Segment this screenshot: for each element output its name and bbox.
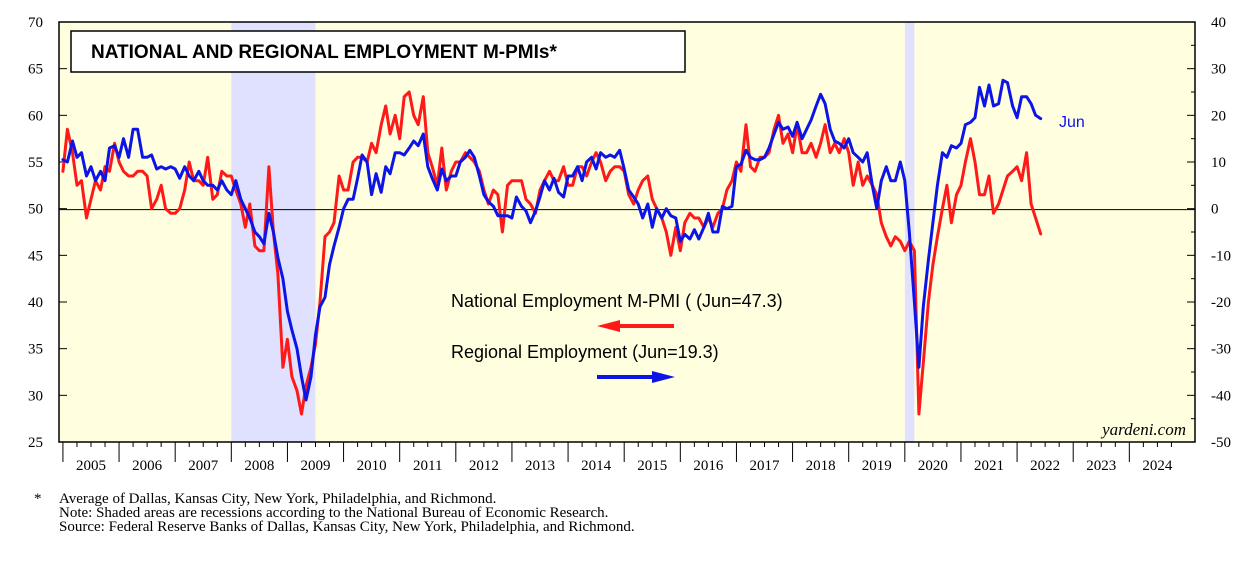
x-tick-label: 2008 (244, 458, 274, 474)
series-lines (61, 78, 1043, 416)
x-tick-label: 2015 (637, 458, 667, 474)
chart-title: NATIONAL AND REGIONAL EMPLOYMENT M-PMIs* (91, 42, 557, 63)
y-right-tick-label: 10 (1211, 155, 1226, 171)
y-left-tick-label: 40 (28, 295, 43, 311)
y-right-tick-label: 40 (1211, 15, 1226, 31)
y-left-tick-label: 30 (28, 388, 43, 404)
y-right-tick-label: -10 (1211, 248, 1231, 264)
legend-regional-label: Regional Employment (Jun=19.3) (451, 342, 719, 362)
chart: 25 30 35 40 45 50 55 60 65 70 -50 -40 -30 -20 -10 0 10 20… (28, 15, 1231, 474)
x-tick-label: 2023 (1086, 458, 1116, 474)
footnote-line-3: Source: Federal Reserve Banks of Dallas,… (59, 519, 635, 535)
y-left-tick-label: 35 (28, 342, 43, 358)
y-left-tick-label: 45 (28, 248, 43, 264)
x-tick-label: 2011 (413, 458, 442, 474)
y-left-tick-label: 65 (28, 62, 43, 78)
y-right-tick-label: 20 (1211, 108, 1226, 124)
title-box (70, 30, 686, 73)
footnote-line-2: Note: Shaded areas are recessions accord… (59, 505, 609, 521)
x-tick-label: 2014 (581, 458, 612, 474)
regional-end-label: Jun (1059, 114, 1085, 131)
footnotes: * Average of Dallas, Kansas City, New Yo… (34, 491, 938, 535)
y-right-tick-label: -30 (1211, 342, 1231, 358)
regional-series-line (61, 78, 1043, 402)
x-tick-label: 2012 (469, 458, 499, 474)
x-tick-label: 2007 (188, 458, 219, 474)
y-right-tick-label: -20 (1211, 295, 1231, 311)
y-left-tick-label: 70 (28, 15, 43, 31)
x-tick-label: 2013 (525, 458, 555, 474)
y-left-tick-label: 50 (28, 202, 43, 218)
x-tick-label: 2017 (750, 458, 781, 474)
plot-frame (58, 21, 1196, 443)
x-tick-label: 2022 (1030, 458, 1060, 474)
x-tick-label: 2009 (300, 458, 330, 474)
x-tick-label: 2010 (357, 458, 387, 474)
x-tick-label: 2021 (974, 458, 1004, 474)
legend-national-label: National Employment M-PMI ( (Jun=47.3) (451, 291, 783, 311)
x-tick-label: 2005 (76, 458, 106, 474)
y-left-tick-label: 25 (28, 435, 43, 451)
legend-regional-arrow (597, 371, 675, 383)
legend-national-arrow (597, 320, 674, 332)
y-left-tick-label: 55 (28, 155, 43, 171)
axes: 25 30 35 40 45 50 55 60 65 70 -50 -40 -30 -20 -10 0 10 20… (28, 15, 1231, 474)
y-left-tick-label: 60 (28, 108, 43, 124)
x-tick-label: 2006 (132, 458, 163, 474)
watermark: yardeni.com (1100, 420, 1186, 439)
footnote-line-1: Average of Dallas, Kansas City, New York… (59, 491, 497, 507)
x-tick-label: 2020 (918, 458, 948, 474)
y-right-tick-label: 0 (1211, 202, 1219, 218)
x-tick-label: 2016 (693, 458, 724, 474)
x-tick-label: 2019 (862, 458, 892, 474)
footnote-star: * (34, 491, 42, 507)
x-tick-label: 2018 (806, 458, 836, 474)
y-right-tick-label: 30 (1211, 62, 1226, 78)
x-tick-label: 2024 (1142, 458, 1173, 474)
y-right-tick-label: -50 (1211, 435, 1231, 451)
y-right-tick-label: -40 (1211, 388, 1231, 404)
